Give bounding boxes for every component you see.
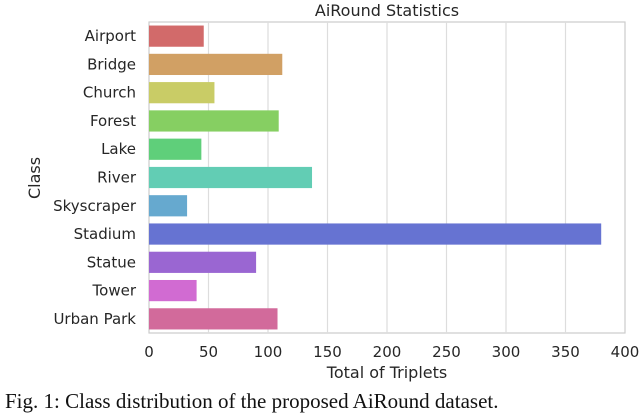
x-tick-label: 350 — [551, 343, 580, 361]
bar-airport — [149, 25, 204, 47]
x-tick-labels: 0 50 100 150 200 250 300 350 400 — [144, 343, 639, 361]
bar-statue — [149, 251, 257, 273]
bar-river — [149, 166, 313, 189]
bar-urban-park — [149, 308, 278, 330]
bar-church — [149, 82, 215, 104]
x-tick-label: 0 — [144, 343, 154, 361]
chart-title: AiRound Statistics — [315, 1, 459, 20]
y-tick-label: Lake — [101, 140, 136, 158]
y-tick-label: Forest — [90, 112, 136, 130]
bar-lake — [149, 138, 202, 160]
x-tick-label: 200 — [373, 343, 402, 361]
y-tick-labels: Airport Bridge Church Forest Lake River Skyscr… — [53, 27, 137, 328]
bar-forest — [149, 110, 279, 132]
y-tick-label: Tower — [92, 282, 137, 300]
y-tick-label: River — [97, 169, 137, 187]
x-tick-label: 300 — [492, 343, 521, 361]
y-tick-label: Stadium — [74, 225, 136, 243]
x-tick-label: 250 — [432, 343, 461, 361]
y-tick-label: Church — [83, 84, 136, 102]
bar-tower — [149, 279, 197, 302]
bar-chart: Airport Bridge Church Forest Lake River Skyscr… — [25, 1, 639, 382]
x-tick-label: 50 — [199, 343, 218, 361]
figure-caption: Fig. 1: Class distribution of the propos… — [5, 389, 499, 413]
bar-stadium — [149, 223, 602, 245]
y-tick-label: Skyscraper — [53, 197, 137, 215]
y-tick-label: Airport — [85, 27, 136, 45]
y-axis-title: Class — [25, 157, 44, 199]
x-tick-label: 100 — [254, 343, 283, 361]
x-tick-label: 150 — [313, 343, 342, 361]
y-tick-label: Statue — [87, 253, 136, 271]
bar-skyscraper — [149, 195, 188, 217]
x-axis-title: Total of Triplets — [326, 363, 447, 382]
y-tick-label: Urban Park — [53, 310, 136, 328]
y-tick-label: Bridge — [87, 55, 136, 73]
x-tick-label: 400 — [611, 343, 640, 361]
bar-bridge — [149, 53, 283, 76]
bars — [149, 25, 602, 330]
